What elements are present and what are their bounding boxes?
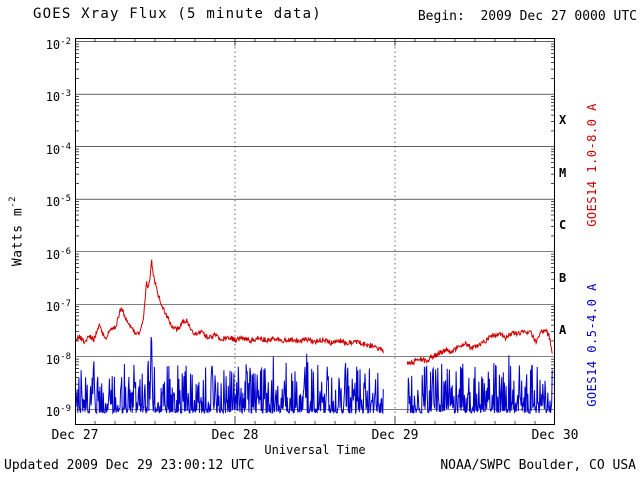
xray-long-series <box>75 259 384 354</box>
y-tick-label: 10-9 <box>45 404 71 420</box>
y-tick-label: 10-5 <box>45 194 71 210</box>
xray-short-series <box>75 336 384 415</box>
y-tick-label: 10-6 <box>45 246 71 262</box>
flare-class-label: B <box>559 270 567 285</box>
flare-class-label: X <box>559 113 567 128</box>
short-band-series-label: GOES14 0.5-4.0 A <box>585 283 599 407</box>
plot-svg <box>75 38 555 425</box>
y-tick-label: 10-2 <box>45 36 71 52</box>
flare-class-label: C <box>559 218 567 233</box>
xray-short-series <box>406 355 553 415</box>
x-tick-label: Dec 29 <box>371 428 419 443</box>
y-tick-label: 10-7 <box>45 299 71 315</box>
x-tick-label: Dec 30 <box>531 428 579 443</box>
x-axis-label: Universal Time <box>264 443 366 457</box>
updated-timestamp: Updated 2009 Dec 29 23:00:12 UTC <box>4 458 255 473</box>
flare-class-label: A <box>559 323 567 338</box>
credit: NOAA/SWPC Boulder, CO USA <box>440 458 636 473</box>
y-tick-label: 10-4 <box>45 141 71 157</box>
begin-timestamp: Begin: 2009 Dec 27 0000 UTC <box>417 9 637 24</box>
x-tick-label: Dec 28 <box>211 428 259 443</box>
x-tick-label: Dec 27 <box>51 428 99 443</box>
y-tick-label: 10-3 <box>45 89 71 105</box>
long-band-series-label: GOES14 1.0-8.0 A <box>585 103 599 227</box>
chart-title: GOES Xray Flux (5 minute data) <box>33 6 322 22</box>
y-tick-label: 10-8 <box>45 351 71 367</box>
flare-class-label: M <box>559 165 567 180</box>
xray-long-series <box>406 328 553 366</box>
